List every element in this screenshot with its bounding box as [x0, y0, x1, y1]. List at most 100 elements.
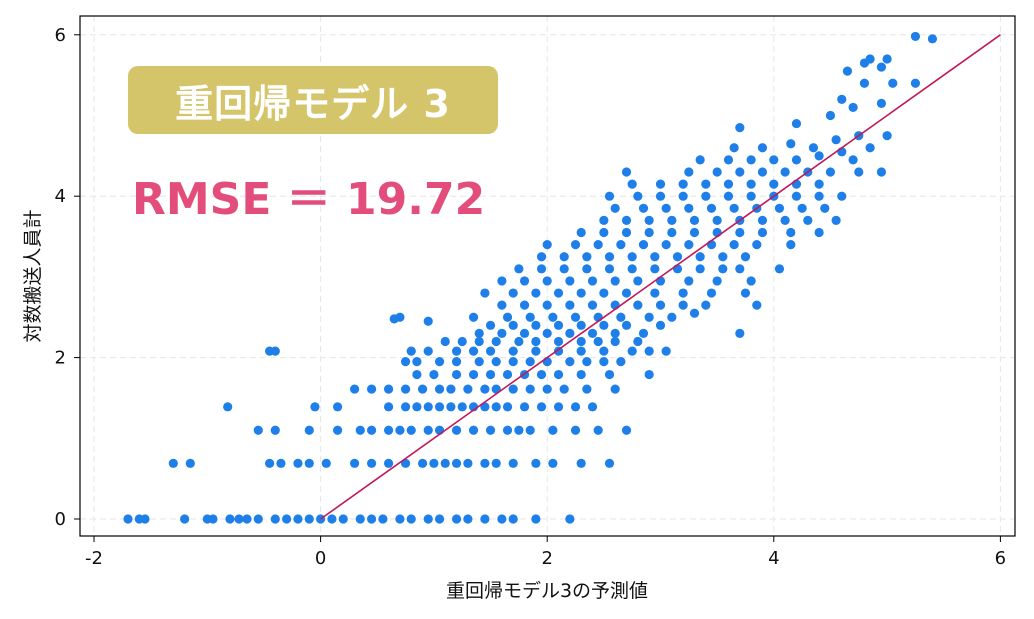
data-point — [740, 288, 751, 298]
data-point — [457, 402, 467, 412]
data-point — [865, 54, 875, 64]
data-point — [876, 167, 887, 177]
data-point — [531, 458, 541, 468]
scatter-points — [123, 31, 938, 524]
data-point — [180, 514, 190, 524]
data-point — [531, 514, 541, 524]
data-point — [185, 458, 195, 468]
data-point — [604, 191, 615, 201]
data-point — [876, 98, 887, 108]
data-point — [735, 227, 745, 238]
data-point — [395, 514, 405, 524]
data-point — [485, 320, 496, 330]
data-point — [882, 131, 892, 141]
data-point — [599, 346, 609, 356]
data-point — [406, 514, 416, 524]
data-point — [497, 300, 507, 310]
data-point — [349, 384, 360, 394]
data-point — [825, 167, 836, 177]
data-point — [474, 357, 484, 367]
data-point — [542, 300, 552, 310]
data-point — [270, 514, 280, 524]
data-point — [576, 369, 586, 380]
data-point — [525, 425, 535, 435]
data-point — [570, 402, 581, 412]
data-point — [451, 458, 462, 468]
rmse-label: RMSE ＝ 19.72 — [132, 174, 486, 225]
data-point — [576, 288, 586, 298]
data-point — [627, 179, 637, 189]
data-point — [276, 458, 286, 468]
x-tick-label: -2 — [85, 548, 103, 569]
data-point — [672, 252, 683, 262]
data-point — [616, 240, 626, 250]
data-point — [774, 203, 785, 213]
data-point — [502, 402, 513, 412]
data-point — [803, 215, 813, 226]
x-axis-title: 重回帰モデル3の予測値 — [446, 580, 648, 602]
data-point — [502, 369, 513, 380]
data-point — [508, 514, 518, 524]
data-point — [882, 54, 892, 64]
data-point — [168, 458, 178, 468]
data-point — [593, 336, 603, 347]
data-point — [457, 336, 467, 347]
data-point — [565, 328, 575, 338]
data-point — [638, 240, 649, 250]
data-point — [531, 288, 541, 298]
data-point — [604, 369, 615, 380]
data-point — [485, 425, 496, 435]
data-point — [406, 425, 416, 435]
data-point — [223, 402, 233, 412]
data-point — [304, 514, 314, 524]
data-point — [542, 384, 552, 394]
data-point — [468, 312, 479, 322]
data-point — [599, 288, 609, 298]
data-point — [468, 346, 479, 356]
data-point — [610, 384, 620, 394]
data-point — [406, 346, 416, 356]
data-point — [451, 425, 462, 435]
data-point — [633, 336, 643, 347]
data-point — [463, 384, 473, 394]
data-point — [576, 336, 586, 347]
data-point — [627, 252, 637, 262]
data-point — [434, 514, 445, 524]
data-point — [293, 458, 303, 468]
data-point — [582, 264, 592, 274]
data-point — [910, 78, 921, 88]
data-point — [253, 425, 263, 435]
data-point — [701, 300, 711, 310]
data-point — [638, 328, 649, 338]
data-point — [559, 264, 569, 274]
data-point — [729, 240, 739, 250]
data-point — [837, 191, 847, 201]
data-point — [576, 320, 586, 330]
data-point — [888, 78, 898, 88]
data-point — [366, 514, 377, 524]
data-point — [706, 288, 717, 298]
data-point — [780, 167, 790, 177]
data-point — [655, 191, 666, 201]
data-point — [491, 357, 501, 367]
data-point — [332, 425, 343, 435]
data-point — [304, 458, 314, 468]
data-point — [265, 346, 275, 356]
data-point — [536, 252, 547, 262]
data-point — [548, 312, 558, 322]
data-point — [723, 191, 734, 201]
data-point — [508, 357, 518, 367]
y-axis-title: 対数搬送人員計 — [22, 209, 44, 342]
data-point — [304, 425, 314, 435]
data-point — [797, 203, 807, 213]
data-point — [548, 458, 558, 468]
data-point — [740, 252, 751, 262]
data-point — [791, 118, 802, 129]
data-point — [355, 514, 365, 524]
data-point — [667, 215, 677, 226]
data-point — [383, 402, 394, 412]
data-point — [701, 179, 711, 189]
data-point — [684, 203, 694, 213]
data-point — [582, 252, 592, 262]
